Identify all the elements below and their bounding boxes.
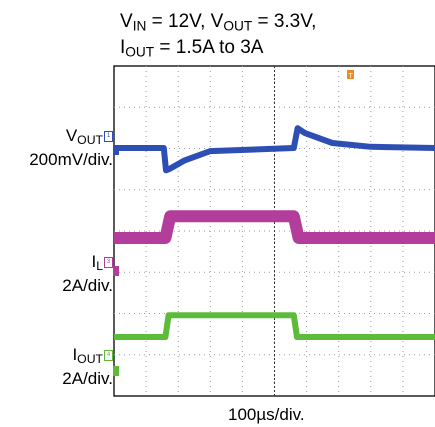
scale-label: 2A/div.	[62, 276, 113, 296]
il-label: IL 3 2A/div.	[62, 252, 113, 296]
chart-title-line2: IOUT = 1.5A to 3A	[120, 37, 264, 60]
channel-tag-1: 1	[104, 131, 113, 143]
channel-marker-1	[113, 145, 119, 155]
channel-marker-3	[113, 266, 119, 276]
chart-title-line1: VIN = 12V, VOUT = 3.3V,	[120, 11, 317, 34]
channel-tag-4: 4	[104, 350, 113, 362]
channel-marker-4	[113, 366, 119, 376]
series-i-l-trace	[114, 210, 435, 244]
trigger-marker-label: T	[348, 73, 353, 80]
series-i-out-trace	[114, 312, 435, 340]
scale-label: 200mV/div.	[29, 150, 113, 170]
iout-label: IOUT 4 2A/div.	[62, 345, 113, 389]
vout-label: VOUT 1 200mV/div.	[29, 126, 113, 170]
series-v-out-trace	[114, 125, 435, 174]
channel-tag-3: 3	[104, 257, 113, 269]
x-axis-label: 100µs/div.	[228, 405, 305, 424]
scale-label: 2A/div.	[62, 369, 113, 389]
trigger-marker	[347, 70, 354, 79]
